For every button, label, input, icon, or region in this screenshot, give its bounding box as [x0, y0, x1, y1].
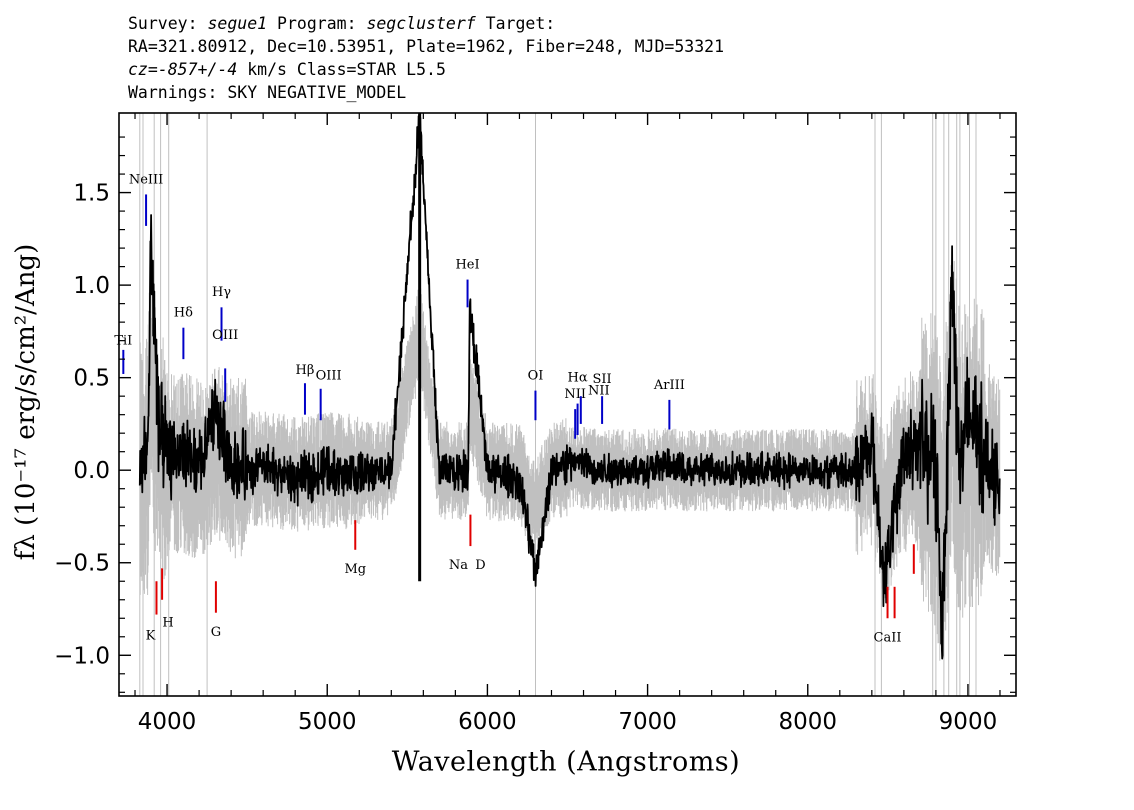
header-line-coordinates: RA=321.80912, Dec=10.53951, Plate=1962, …	[128, 37, 725, 56]
survey-name: segue1	[207, 14, 268, 33]
line-label-oi: OI	[528, 369, 544, 384]
line-label-h: H	[162, 616, 173, 631]
y-tick-label: −1.0	[54, 643, 110, 669]
header-line-warnings: Warnings: SKY NEGATIVE_MODEL	[128, 83, 407, 102]
x-tick-label: 8000	[778, 709, 837, 735]
y-tick-label: 1.0	[73, 273, 110, 299]
line-label-h: Hδ	[174, 306, 193, 321]
line-label-neiii: NeIII	[129, 172, 163, 187]
y-tick-label: 0.5	[73, 366, 110, 392]
line-label-mg: Mg	[344, 562, 366, 577]
x-tick-label: 4000	[138, 709, 197, 735]
line-label-d: D	[475, 558, 485, 573]
plot-frame	[118, 112, 1017, 697]
x-axis-label: Wavelength (Angstroms)	[391, 746, 741, 778]
line-label-caii: CaII	[874, 630, 902, 645]
flux-line	[138, 113, 1001, 660]
line-label-hei: HeI	[455, 257, 479, 272]
redshift-value: cz=-857+/-4	[128, 60, 238, 79]
x-tick-label: 5000	[298, 709, 357, 735]
line-label-h: Hα	[568, 370, 588, 385]
line-label-nii: NII	[588, 383, 610, 398]
program-name: segclusterf	[366, 14, 476, 33]
line-label-h: Hγ	[212, 285, 231, 300]
line-label-oiii: OIII	[212, 328, 238, 343]
x-tick-label: 9000	[939, 709, 998, 735]
line-label-oiii: OIII	[316, 369, 342, 384]
y-tick-label: 0.0	[73, 458, 110, 484]
y-axis-label: fλ (10⁻¹⁷ erg/s/cm²/Ang)	[11, 243, 41, 561]
spectrum-header: Survey: segue1 Program: segclusterf Targ…	[128, 12, 724, 104]
line-label-g: G	[211, 625, 221, 640]
header-line-survey: Survey: segue1 Program: segclusterf Targ…	[128, 14, 556, 33]
line-label-k: K	[146, 629, 156, 644]
x-tick-label: 7000	[618, 709, 677, 735]
error-envelope	[139, 113, 1001, 696]
error-series	[139, 113, 1001, 696]
line-label-ariii: ArIII	[653, 378, 685, 393]
line-label-nii: NII	[564, 387, 586, 402]
y-tick-label: 1.5	[73, 181, 110, 207]
header-line-redshift: cz=-857+/-4 km/s Class=STAR L5.5	[128, 60, 446, 79]
axis-ticks: 4000 5000 6000 7000 8000 9000 −1.0 −0.5 0.0 0.5 1.…	[54, 113, 1016, 735]
x-tick-label: 6000	[458, 709, 517, 735]
line-label-h: Hβ	[296, 363, 315, 378]
flux-series	[138, 113, 1001, 660]
y-tick-label: −0.5	[54, 551, 110, 577]
line-label-na: Na	[449, 558, 468, 573]
line-label-sii: SII	[593, 372, 612, 387]
